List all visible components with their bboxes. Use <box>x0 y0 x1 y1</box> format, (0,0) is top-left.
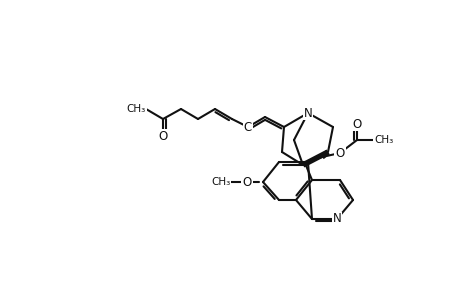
Text: N: N <box>303 106 312 119</box>
Text: CH₃: CH₃ <box>373 135 392 145</box>
Text: N: N <box>332 212 341 226</box>
Text: CH₃: CH₃ <box>127 104 146 114</box>
Text: O: O <box>158 130 167 142</box>
Text: O: O <box>352 118 361 130</box>
Text: O: O <box>242 176 251 188</box>
Text: O: O <box>335 146 344 160</box>
Text: CH₃: CH₃ <box>211 177 230 187</box>
Text: C: C <box>243 121 252 134</box>
